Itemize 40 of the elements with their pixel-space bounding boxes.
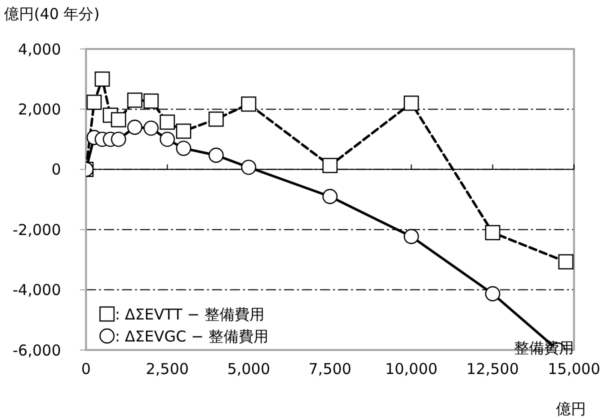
y-tick-label: 4,000 [18,40,61,58]
point [208,112,224,127]
point [404,228,419,244]
point [86,94,102,110]
point [241,96,256,112]
point [176,140,192,156]
point [127,120,142,135]
point [176,124,192,139]
x-tick-label: 10,000 [385,360,438,378]
y-axis-title: 億円(40 年分) [4,5,100,23]
y-tick-label: 0 [51,160,61,179]
y-tick-label: 2,000 [18,100,61,118]
point [143,120,159,136]
x-tick-label: 0 [81,360,91,378]
legend-label: : ΔΣEVGC − 整備費用 [115,327,269,346]
point [485,286,500,302]
point [241,160,256,175]
point [404,96,419,111]
x-tick-label: 5,000 [227,360,270,378]
point [110,112,126,128]
point [143,93,159,109]
point [558,254,574,270]
text: 億円 [556,400,586,417]
point [94,72,110,87]
legend-label: : ΔΣEVTT − 整備費用 [115,305,264,324]
x-tick-label: 2,500 [146,360,189,378]
x-tick-label: 12,500 [466,360,519,378]
y-tick-label: -6,000 [12,341,61,360]
point [322,158,338,174]
y-tick-label: -4,000 [12,281,61,300]
point [160,114,175,130]
x-tick-label: 7,500 [308,360,352,378]
x-tick-label: 15,000 [548,360,600,378]
point [208,148,224,163]
point [485,225,500,240]
y-tick-label: -2,000 [12,220,61,239]
point [322,188,338,204]
point [127,92,142,108]
point [160,132,175,147]
point [110,132,126,147]
